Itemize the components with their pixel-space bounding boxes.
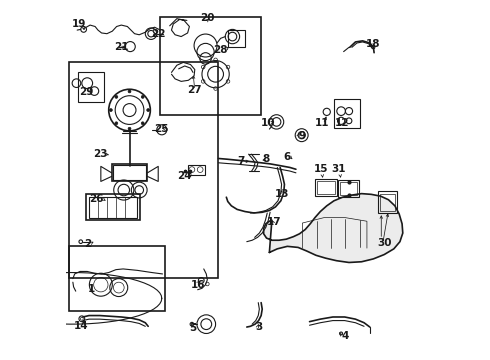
- Bar: [89, 197, 137, 218]
- Bar: [78, 72, 104, 102]
- Text: 4: 4: [341, 331, 348, 341]
- Text: 29: 29: [79, 87, 94, 97]
- Text: 1: 1: [88, 284, 95, 294]
- Text: 24: 24: [177, 171, 192, 181]
- Text: 7: 7: [237, 156, 245, 166]
- Bar: [228, 30, 245, 47]
- Bar: [380, 194, 395, 211]
- Bar: [69, 62, 219, 278]
- Circle shape: [115, 95, 118, 98]
- Text: 16: 16: [191, 280, 205, 290]
- Text: 6: 6: [284, 152, 291, 162]
- Circle shape: [128, 127, 131, 130]
- Bar: [378, 191, 397, 213]
- Text: 15: 15: [314, 164, 328, 174]
- Text: 20: 20: [200, 13, 215, 23]
- Text: 25: 25: [154, 124, 169, 134]
- Bar: [112, 163, 147, 181]
- Circle shape: [109, 109, 112, 112]
- Bar: [340, 182, 357, 195]
- Bar: [160, 17, 261, 115]
- Text: 11: 11: [315, 118, 329, 128]
- Text: 28: 28: [213, 45, 227, 55]
- Text: 30: 30: [377, 238, 392, 248]
- Text: 9: 9: [298, 131, 305, 141]
- Circle shape: [128, 90, 131, 93]
- Text: 2: 2: [84, 239, 92, 249]
- Bar: [334, 99, 360, 128]
- Polygon shape: [264, 194, 403, 262]
- Text: 18: 18: [366, 40, 381, 49]
- Text: 12: 12: [335, 118, 350, 128]
- Text: 8: 8: [262, 154, 270, 164]
- Text: 17: 17: [267, 217, 282, 227]
- Text: 23: 23: [94, 149, 108, 159]
- Text: 27: 27: [188, 85, 202, 95]
- Text: 26: 26: [89, 194, 103, 204]
- Bar: [69, 246, 165, 311]
- Text: 21: 21: [114, 42, 128, 51]
- Text: 14: 14: [74, 321, 88, 331]
- Bar: [188, 165, 205, 175]
- Circle shape: [141, 122, 144, 125]
- Text: 5: 5: [189, 323, 196, 333]
- Bar: [87, 194, 140, 220]
- Text: 22: 22: [151, 29, 166, 39]
- Text: 13: 13: [274, 189, 289, 199]
- Circle shape: [115, 122, 118, 125]
- Text: 19: 19: [72, 19, 87, 29]
- Circle shape: [141, 95, 144, 98]
- Bar: [317, 181, 335, 194]
- Text: 10: 10: [261, 118, 275, 128]
- Text: 3: 3: [255, 322, 262, 332]
- Bar: [315, 179, 337, 196]
- Bar: [113, 165, 146, 180]
- Text: 31: 31: [332, 164, 346, 174]
- Circle shape: [147, 109, 149, 112]
- Bar: [338, 180, 359, 197]
